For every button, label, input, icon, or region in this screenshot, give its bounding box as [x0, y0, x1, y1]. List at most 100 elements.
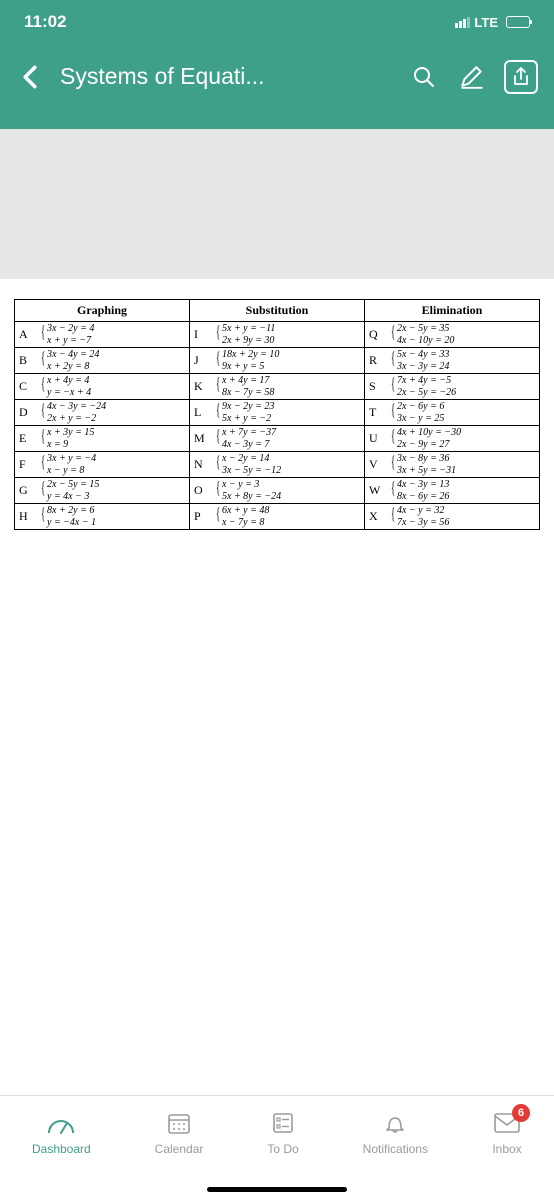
problem-letter: M: [194, 431, 216, 446]
equation-system: 5x + y = −112x + 9y = 30: [216, 323, 275, 346]
battery-icon: [506, 16, 530, 28]
table-cell: Kx + 4y = 178x − 7y = 58: [190, 374, 365, 400]
table-header: Elimination: [365, 300, 540, 322]
table-cell: Ex + 3y = 15x = 9: [15, 426, 190, 452]
document-background: [0, 129, 554, 279]
dashboard-icon: [46, 1110, 76, 1136]
table-cell: G2x − 5y = 15y = 4x − 3: [15, 478, 190, 504]
equation-system: 6x + y = 48x − 7y = 8: [216, 505, 269, 528]
table-cell: D4x − 3y = −242x + y = −2: [15, 400, 190, 426]
back-button[interactable]: [16, 63, 44, 91]
table-cell: U4x + 10y = −302x − 9y = 27: [365, 426, 540, 452]
table-cell: X4x − y = 327x − 3y = 56: [365, 504, 540, 530]
problem-letter: G: [19, 483, 41, 498]
problem-letter: K: [194, 379, 216, 394]
equation-system: 3x − 2y = 4x + y = −7: [41, 323, 94, 346]
signal-icon: [455, 17, 470, 28]
table-cell: V3x − 8y = 363x + 5y = −31: [365, 452, 540, 478]
table-cell: Cx + 4y = 4y = −x + 4: [15, 374, 190, 400]
table-cell: I5x + y = −112x + 9y = 30: [190, 322, 365, 348]
table-cell: L9x − 2y = 235x + y = −2: [190, 400, 365, 426]
table-cell: S7x + 4y = −52x − 5y = −26: [365, 374, 540, 400]
status-bar: 11:02 LTE: [0, 0, 554, 44]
problem-letter: B: [19, 353, 41, 368]
problem-letter: S: [369, 379, 391, 394]
tab-label: Dashboard: [32, 1142, 91, 1156]
todo-icon: [268, 1110, 298, 1136]
bottom-nav: Dashboard Calendar To Do Notifications 6…: [0, 1095, 554, 1200]
document-content: Graphing Substitution Elimination A3x − …: [0, 279, 554, 530]
problem-letter: J: [194, 353, 216, 368]
search-button[interactable]: [408, 61, 440, 93]
equation-system: 4x − y = 327x − 3y = 56: [391, 505, 449, 528]
calendar-icon: [164, 1110, 194, 1136]
equation-system: 2x − 5y = 354x − 10y = 20: [391, 323, 454, 346]
problem-letter: X: [369, 509, 391, 524]
edit-button[interactable]: [456, 61, 488, 93]
problem-letter: D: [19, 405, 41, 420]
table-cell: Ox − y = 35x + 8y = −24: [190, 478, 365, 504]
table-cell: Nx − 2y = 143x − 5y = −12: [190, 452, 365, 478]
tab-dashboard[interactable]: Dashboard: [32, 1110, 91, 1156]
tab-todo[interactable]: To Do: [267, 1110, 298, 1156]
problem-letter: A: [19, 327, 41, 342]
table-cell: W4x − 3y = 138x − 6y = 26: [365, 478, 540, 504]
home-indicator[interactable]: [207, 1187, 347, 1192]
tab-calendar[interactable]: Calendar: [155, 1110, 204, 1156]
equation-system: x − y = 35x + 8y = −24: [216, 479, 281, 502]
problem-letter: C: [19, 379, 41, 394]
problem-letter: N: [194, 457, 216, 472]
equation-system: 3x + y = −4x − y = 8: [41, 453, 96, 476]
problem-letter: P: [194, 509, 216, 524]
status-time: 11:02: [24, 12, 67, 32]
equation-system: 5x − 4y = 333x − 3y = 24: [391, 349, 449, 372]
table-cell: Q2x − 5y = 354x − 10y = 20: [365, 322, 540, 348]
table-cell: H8x + 2y = 6y = −4x − 1: [15, 504, 190, 530]
table-cell: B3x − 4y = 24x + 2y = 8: [15, 348, 190, 374]
equation-system: 18x + 2y = 109x + y = 5: [216, 349, 279, 372]
equation-system: 2x − 6y = 63x − y = 25: [391, 401, 444, 424]
table-cell: J18x + 2y = 109x + y = 5: [190, 348, 365, 374]
table-cell: T2x − 6y = 63x − y = 25: [365, 400, 540, 426]
problem-letter: L: [194, 405, 216, 420]
table-cell: R5x − 4y = 333x − 3y = 24: [365, 348, 540, 374]
equation-system: 8x + 2y = 6y = −4x − 1: [41, 505, 96, 528]
problem-letter: Q: [369, 327, 391, 342]
table-cell: A3x − 2y = 4x + y = −7: [15, 322, 190, 348]
table-header: Graphing: [15, 300, 190, 322]
tab-notifications[interactable]: Notifications: [363, 1110, 428, 1156]
equation-system: 2x − 5y = 15y = 4x − 3: [41, 479, 99, 502]
inbox-badge: 6: [512, 1104, 530, 1122]
equation-system: 4x − 3y = −242x + y = −2: [41, 401, 106, 424]
share-button[interactable]: [504, 60, 538, 94]
tab-inbox[interactable]: 6 Inbox: [492, 1110, 522, 1156]
status-right: LTE: [455, 15, 530, 30]
equation-system: x + 4y = 4y = −x + 4: [41, 375, 91, 398]
problem-letter: T: [369, 405, 391, 420]
problem-letter: O: [194, 483, 216, 498]
page-title: Systems of Equati...: [60, 63, 265, 90]
equation-system: x − 2y = 143x − 5y = −12: [216, 453, 281, 476]
equation-system: x + 3y = 15x = 9: [41, 427, 94, 450]
top-nav: Systems of Equati...: [0, 44, 554, 129]
table-cell: P6x + y = 48x − 7y = 8: [190, 504, 365, 530]
equation-system: 3x − 8y = 363x + 5y = −31: [391, 453, 456, 476]
problem-letter: E: [19, 431, 41, 446]
equation-system: 9x − 2y = 235x + y = −2: [216, 401, 274, 424]
equation-system: 3x − 4y = 24x + 2y = 8: [41, 349, 99, 372]
tab-label: To Do: [267, 1142, 298, 1156]
equations-table: Graphing Substitution Elimination A3x − …: [14, 299, 540, 530]
problem-letter: R: [369, 353, 391, 368]
problem-letter: W: [369, 483, 391, 498]
table-cell: F3x + y = −4x − y = 8: [15, 452, 190, 478]
equation-system: 4x − 3y = 138x − 6y = 26: [391, 479, 449, 502]
bell-icon: [380, 1110, 410, 1136]
problem-letter: U: [369, 431, 391, 446]
problem-letter: H: [19, 509, 41, 524]
network-label: LTE: [474, 15, 498, 30]
equation-system: 4x + 10y = −302x − 9y = 27: [391, 427, 461, 450]
problem-letter: F: [19, 457, 41, 472]
inbox-icon: 6: [492, 1110, 522, 1136]
table-header: Substitution: [190, 300, 365, 322]
tab-label: Inbox: [492, 1142, 521, 1156]
